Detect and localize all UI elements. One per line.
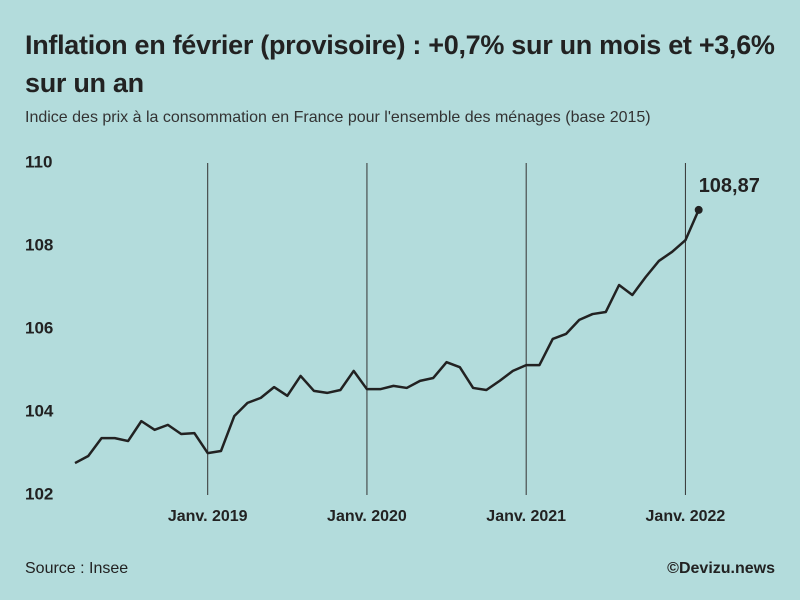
y-tick-label: 104 bbox=[25, 401, 54, 420]
y-tick-label: 106 bbox=[25, 318, 53, 337]
chart-subtitle: Indice des prix à la consommation en Fra… bbox=[25, 109, 651, 126]
y-tick-label: 110 bbox=[25, 152, 52, 171]
x-tick-label: Janv. 2021 bbox=[486, 508, 566, 525]
x-tick-label: Janv. 2019 bbox=[168, 508, 248, 525]
credit: ©Devizu.news bbox=[667, 560, 775, 577]
point-marker bbox=[694, 205, 703, 214]
y-tick-label: 108 bbox=[25, 235, 53, 254]
x-tick-label: Janv. 2022 bbox=[646, 508, 726, 525]
x-tick-label: Janv. 2020 bbox=[327, 508, 407, 525]
y-tick-label: 102 bbox=[25, 484, 53, 503]
chart-title: Inflation en février (provisoire) : +0,7… bbox=[25, 30, 775, 98]
line bbox=[74, 209, 700, 465]
source: Source : Insee bbox=[25, 560, 128, 577]
data-label: 108,87 bbox=[699, 175, 760, 197]
